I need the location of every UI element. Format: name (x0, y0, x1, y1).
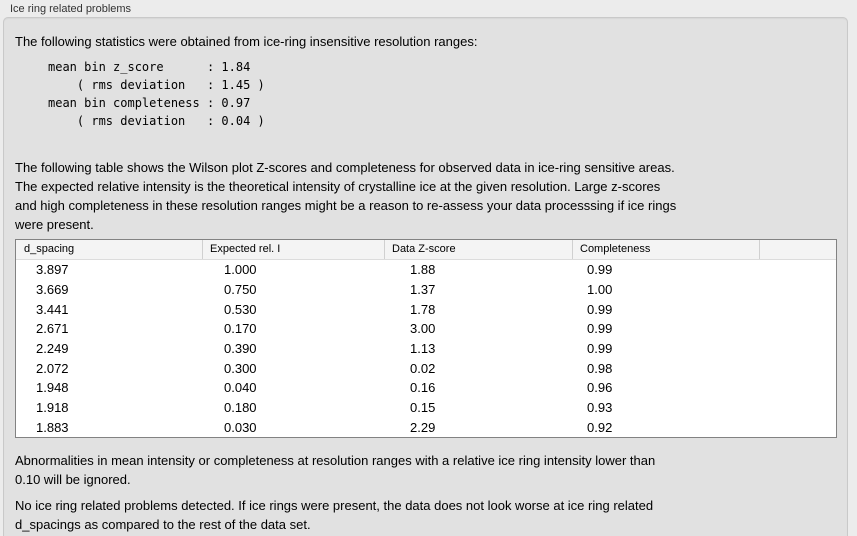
table-description: The following table shows the Wilson plo… (15, 160, 677, 232)
ice-ring-table: d_spacing Expected rel. I Data Z-score Comp… (15, 239, 837, 439)
table-cell: 1.78 (410, 301, 436, 317)
table-cell: 0.16 (410, 380, 436, 396)
table-cell: 1.00 (587, 282, 613, 298)
table-cell: 0.750 (224, 282, 257, 298)
stats-block: mean bin z_score : 1.84 ( rms deviation … (48, 60, 265, 128)
table-header-row: d_spacing Expected rel. I Data Z-score Comp… (16, 240, 836, 260)
table-cell: 2.072 (36, 360, 69, 376)
table-cell: 0.300 (224, 360, 257, 376)
table-row[interactable]: 2.072 0.300 0.02 0.98 (16, 358, 836, 378)
table-cell: 0.15 (410, 400, 436, 416)
table-row[interactable]: 3.669 0.750 1.37 1.00 (16, 280, 836, 300)
table-row[interactable]: 3.441 0.530 1.78 0.99 (16, 299, 836, 319)
table-cell: 0.92 (587, 419, 613, 435)
column-header-data-z-score[interactable]: Data Z-score (384, 240, 572, 259)
table-body: 3.897 1.000 1.88 0.99 3.669 0.750 1.37 1.00 3.44… (16, 260, 836, 437)
table-cell: 0.93 (587, 400, 613, 416)
ignore-threshold-note: Abnormalities in mean intensity or compl… (15, 453, 656, 488)
table-cell: 1.88 (410, 262, 436, 278)
table-row[interactable]: 1.948 0.040 0.16 0.96 (16, 378, 836, 398)
column-header-expected-rel-i[interactable]: Expected rel. I (202, 240, 384, 259)
table-row[interactable]: 2.671 0.170 3.00 0.99 (16, 319, 836, 339)
table-cell: 1.13 (410, 341, 436, 357)
table-cell: 0.170 (224, 321, 257, 337)
column-header-empty[interactable] (759, 240, 836, 259)
table-cell: 0.02 (410, 360, 436, 376)
table-cell: 0.99 (587, 262, 613, 278)
table-row[interactable]: 2.249 0.390 1.13 0.99 (16, 339, 836, 359)
table-cell: 0.530 (224, 301, 257, 317)
table-cell: 0.390 (224, 341, 257, 357)
table-cell: 0.180 (224, 400, 257, 416)
table-cell: 1.918 (36, 400, 69, 416)
table-cell: 0.96 (587, 380, 613, 396)
table-cell: 2.29 (410, 419, 436, 435)
table-cell: 2.671 (36, 321, 69, 337)
panel-title: Ice ring related problems (10, 3, 132, 15)
ice-ring-group-box: The following statistics were obtained f… (3, 17, 848, 536)
table-cell: 3.897 (36, 262, 69, 278)
table-cell: 0.040 (224, 380, 257, 396)
table-cell: 3.441 (36, 301, 69, 317)
column-header-d-spacing[interactable]: d_spacing (24, 243, 75, 255)
table-cell: 3.669 (36, 282, 69, 298)
intro-text: The following statistics were obtained f… (15, 34, 478, 49)
table-row[interactable]: 1.918 0.180 0.15 0.93 (16, 398, 836, 418)
table-cell: 1.883 (36, 419, 69, 435)
table-row[interactable]: 3.897 1.000 1.88 0.99 (16, 260, 836, 280)
conclusion-text: No ice ring related problems detected. I… (15, 498, 654, 533)
table-cell: 2.249 (36, 341, 69, 357)
column-header-completeness[interactable]: Completeness (572, 240, 759, 259)
table-cell: 0.99 (587, 301, 613, 317)
table-cell: 3.00 (410, 321, 436, 337)
table-cell: 0.99 (587, 321, 613, 337)
table-cell: 1.948 (36, 380, 69, 396)
table-cell: 0.98 (587, 360, 613, 376)
table-cell: 0.99 (587, 341, 613, 357)
table-row[interactable]: 1.883 0.030 2.29 0.92 (16, 418, 836, 438)
table-cell: 1.37 (410, 282, 436, 298)
table-cell: 1.000 (224, 262, 257, 278)
table-cell: 0.030 (224, 419, 257, 435)
